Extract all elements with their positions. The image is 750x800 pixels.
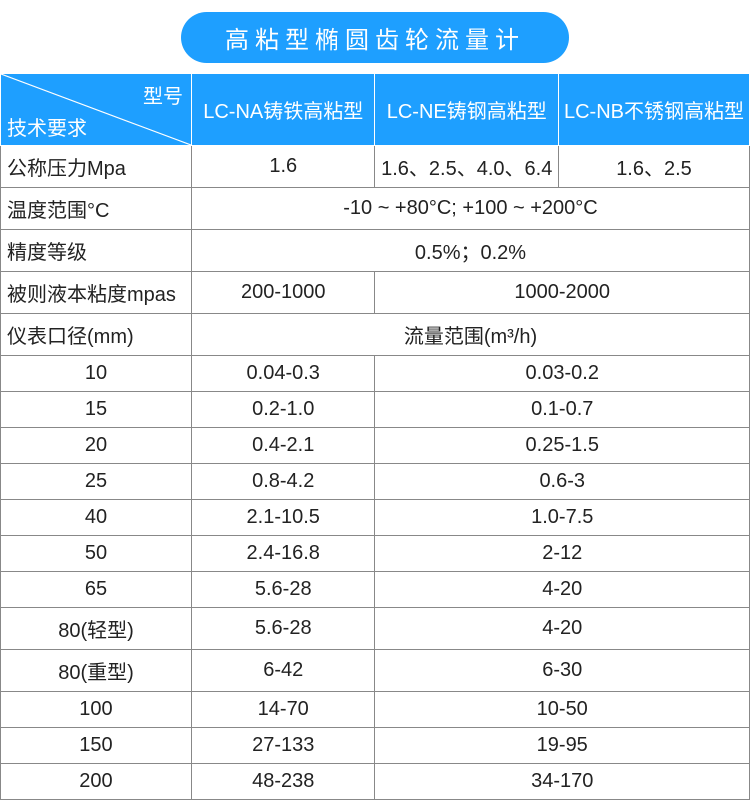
size-cell: 100 <box>1 692 192 728</box>
flow-cell-b: 19-95 <box>375 728 750 764</box>
table-row: 100.04-0.30.03-0.2 <box>1 356 750 392</box>
table-row: 655.6-284-20 <box>1 572 750 608</box>
table-row: 15027-13319-95 <box>1 728 750 764</box>
flow-cell-a: 0.04-0.3 <box>191 356 375 392</box>
row-label: 精度等级 <box>1 230 192 272</box>
header-diag-bot: 技术要求 <box>7 112 87 141</box>
table-row: 10014-7010-50 <box>1 692 750 728</box>
size-cell: 65 <box>1 572 192 608</box>
title-bar: 高粘型椭圆齿轮流量计 <box>0 12 750 63</box>
flow-cell-a: 2.4-16.8 <box>191 536 375 572</box>
table-row: 公称压力Mpa1.61.6、2.5、4.0、6.41.6、2.5 <box>1 146 750 188</box>
page-title: 高粘型椭圆齿轮流量计 <box>181 12 569 63</box>
spec-cell: 1.6、2.5、4.0、6.4 <box>375 146 559 188</box>
flow-cell-a: 5.6-28 <box>191 572 375 608</box>
table-row: 温度范围°C-10 ~ +80°C; +100 ~ +200°C <box>1 188 750 230</box>
flow-cell-a: 6-42 <box>191 650 375 692</box>
spec-cell: 0.5%；0.2% <box>191 230 749 272</box>
row-label: 仪表口径(mm) <box>1 314 192 356</box>
spec-cell: -10 ~ +80°C; +100 ~ +200°C <box>191 188 749 230</box>
table-row: 20048-23834-170 <box>1 764 750 800</box>
table-row: 被则液本粘度mpas200-10001000-2000 <box>1 272 750 314</box>
flow-cell-b: 4-20 <box>375 572 750 608</box>
header-diag-top: 型号 <box>143 80 183 109</box>
size-cell: 80(重型) <box>1 650 192 692</box>
size-cell: 15 <box>1 392 192 428</box>
table-row: 80(重型)6-426-30 <box>1 650 750 692</box>
header-diag-cell: 型号 技术要求 <box>1 74 192 146</box>
size-cell: 200 <box>1 764 192 800</box>
flow-cell-a: 0.4-2.1 <box>191 428 375 464</box>
spec-cell: 流量范围(m³/h) <box>191 314 749 356</box>
flow-cell-b: 10-50 <box>375 692 750 728</box>
size-cell: 25 <box>1 464 192 500</box>
size-cell: 20 <box>1 428 192 464</box>
flow-cell-b: 0.1-0.7 <box>375 392 750 428</box>
flow-cell-a: 27-133 <box>191 728 375 764</box>
flow-cell-a: 0.8-4.2 <box>191 464 375 500</box>
size-cell: 50 <box>1 536 192 572</box>
table-row: 250.8-4.20.6-3 <box>1 464 750 500</box>
flow-cell-b: 2-12 <box>375 536 750 572</box>
header-row: 型号 技术要求 LC-NA铸铁高粘型 LC-NE铸钢高粘型 LC-NB不锈钢高粘… <box>1 74 750 146</box>
spec-cell: 1.6 <box>191 146 375 188</box>
table-row: 150.2-1.00.1-0.7 <box>1 392 750 428</box>
table-row: 402.1-10.51.0-7.5 <box>1 500 750 536</box>
size-cell: 150 <box>1 728 192 764</box>
flow-cell-b: 0.6-3 <box>375 464 750 500</box>
flow-cell-b: 0.03-0.2 <box>375 356 750 392</box>
row-label: 公称压力Mpa <box>1 146 192 188</box>
flow-cell-b: 6-30 <box>375 650 750 692</box>
flow-cell-b: 1.0-7.5 <box>375 500 750 536</box>
size-cell: 40 <box>1 500 192 536</box>
table-row: 精度等级0.5%；0.2% <box>1 230 750 272</box>
spec-table: 型号 技术要求 LC-NA铸铁高粘型 LC-NE铸钢高粘型 LC-NB不锈钢高粘… <box>0 73 750 800</box>
table-row: 200.4-2.10.25-1.5 <box>1 428 750 464</box>
flow-cell-b: 34-170 <box>375 764 750 800</box>
header-col-2: LC-NE铸钢高粘型 <box>375 74 559 146</box>
table-row: 仪表口径(mm)流量范围(m³/h) <box>1 314 750 356</box>
table-row: 502.4-16.82-12 <box>1 536 750 572</box>
size-cell: 80(轻型) <box>1 608 192 650</box>
spec-cell: 1000-2000 <box>375 272 750 314</box>
flow-cell-b: 0.25-1.5 <box>375 428 750 464</box>
header-col-1: LC-NA铸铁高粘型 <box>191 74 375 146</box>
table-row: 80(轻型)5.6-284-20 <box>1 608 750 650</box>
spec-cell: 200-1000 <box>191 272 375 314</box>
row-label: 被则液本粘度mpas <box>1 272 192 314</box>
flow-cell-a: 2.1-10.5 <box>191 500 375 536</box>
flow-cell-a: 14-70 <box>191 692 375 728</box>
flow-cell-a: 48-238 <box>191 764 375 800</box>
flow-cell-a: 0.2-1.0 <box>191 392 375 428</box>
flow-cell-a: 5.6-28 <box>191 608 375 650</box>
spec-cell: 1.6、2.5 <box>558 146 749 188</box>
header-col-3: LC-NB不锈钢高粘型 <box>558 74 749 146</box>
flow-cell-b: 4-20 <box>375 608 750 650</box>
table-body: 公称压力Mpa1.61.6、2.5、4.0、6.41.6、2.5温度范围°C-1… <box>1 146 750 800</box>
row-label: 温度范围°C <box>1 188 192 230</box>
size-cell: 10 <box>1 356 192 392</box>
